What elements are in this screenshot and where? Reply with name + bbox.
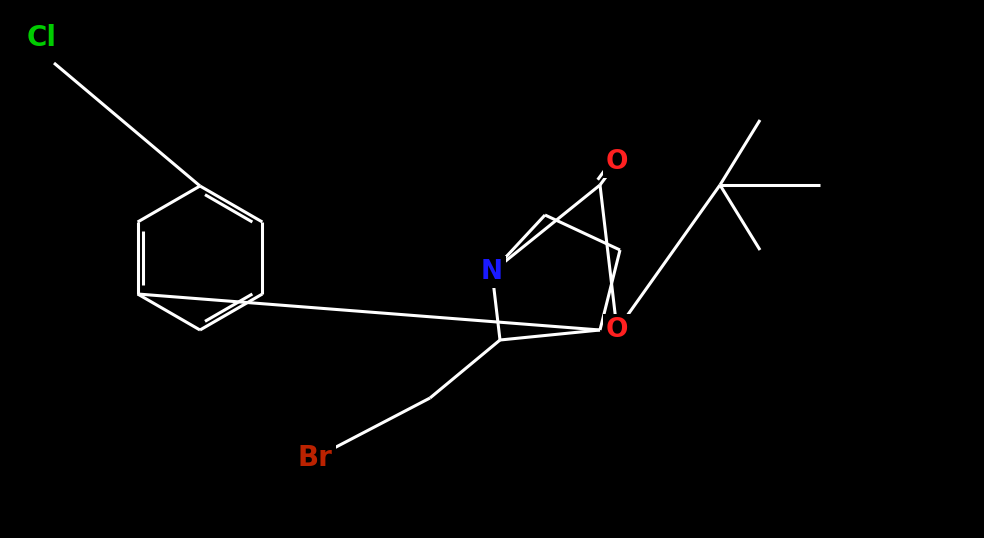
Text: Cl: Cl (27, 24, 57, 52)
Text: Br: Br (297, 444, 333, 472)
Text: N: N (481, 259, 503, 285)
Text: O: O (606, 149, 628, 175)
Text: O: O (606, 317, 628, 343)
